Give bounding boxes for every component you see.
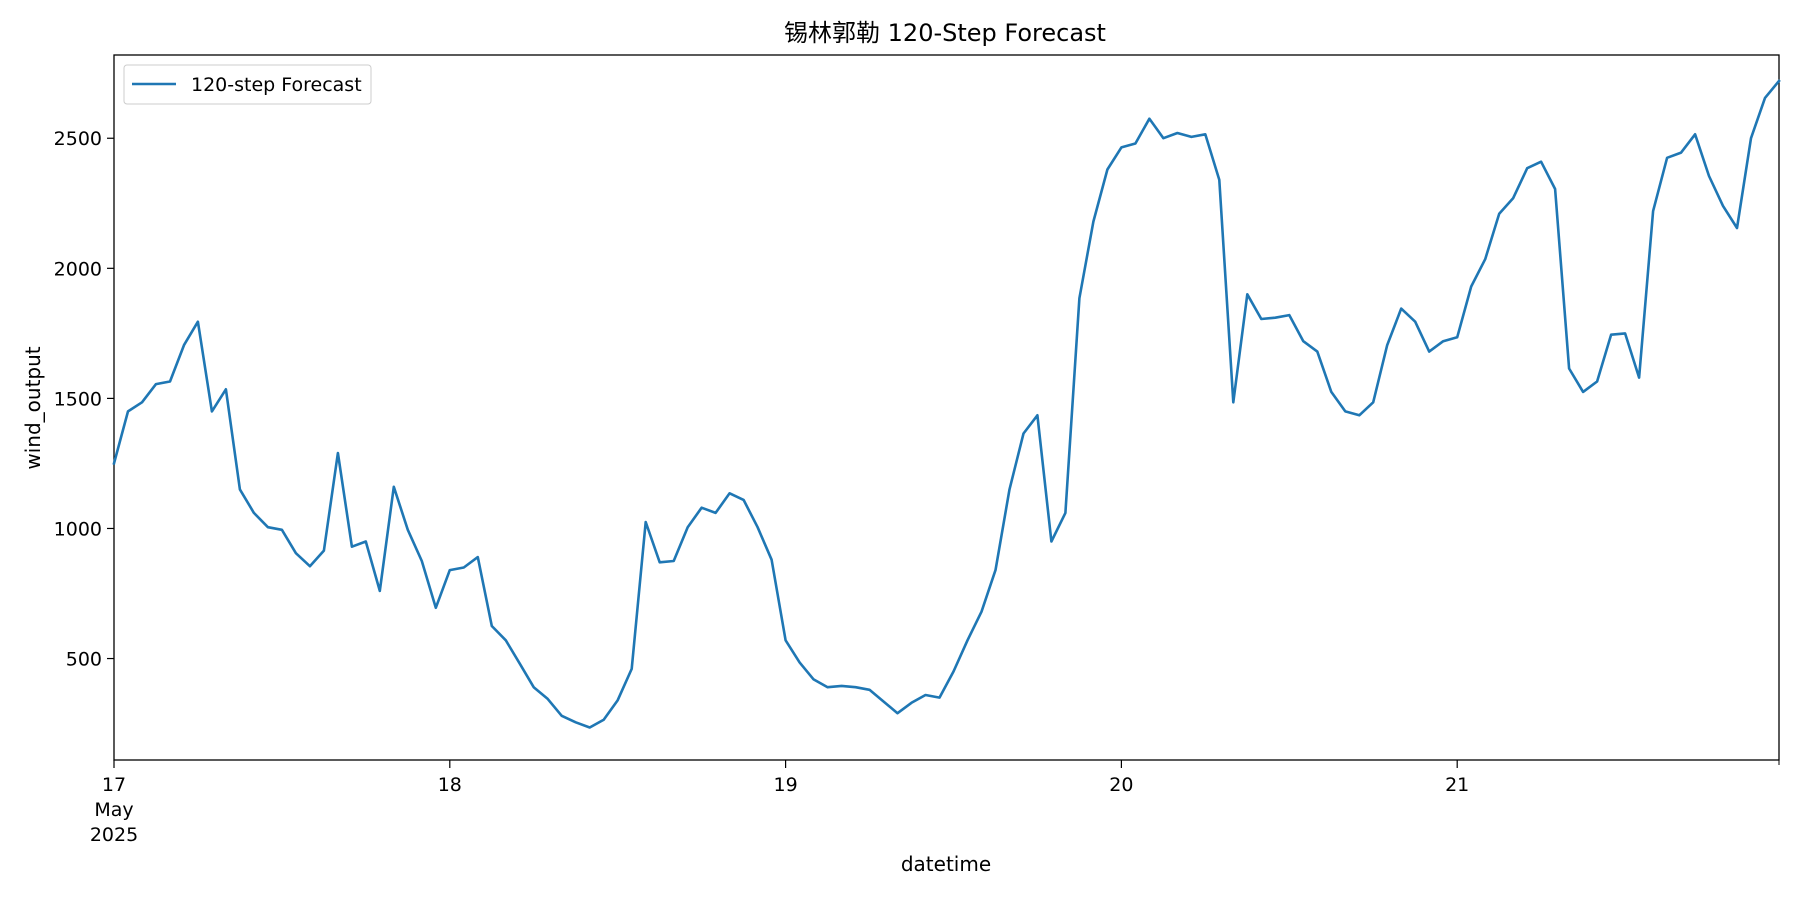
- plot-area: [113, 54, 1780, 761]
- x-tick-label: 17 May 2025: [90, 774, 138, 846]
- x-axis-label: datetime: [901, 852, 991, 876]
- legend-box: [123, 64, 372, 105]
- chart-title: 锡林郭勒 120-Step Forecast: [784, 19, 1106, 47]
- x-tick-label: 19: [774, 774, 798, 796]
- legend-label: 120-step Forecast: [191, 74, 362, 96]
- x-axis-ticks: 17 May 2025 18 19 20 21: [90, 760, 1780, 846]
- y-axis-label: wind_output: [21, 346, 45, 469]
- y-tick-label: 1000: [54, 518, 102, 540]
- x-tick-label: 20: [1109, 774, 1133, 796]
- y-tick-label: 2000: [54, 258, 102, 280]
- y-tick-label: 1500: [54, 388, 102, 410]
- y-axis-ticks: 500 1000 1500 2000 2500: [54, 128, 114, 671]
- series-layer: [112, 79, 1781, 729]
- legend: 120-step Forecast: [123, 64, 372, 105]
- x-tick-label: 18: [438, 774, 462, 796]
- y-tick-label: 2500: [54, 128, 102, 150]
- x-tick-label: 21: [1445, 774, 1469, 796]
- series-line-0: [112, 79, 1781, 729]
- y-tick-label: 500: [66, 649, 102, 671]
